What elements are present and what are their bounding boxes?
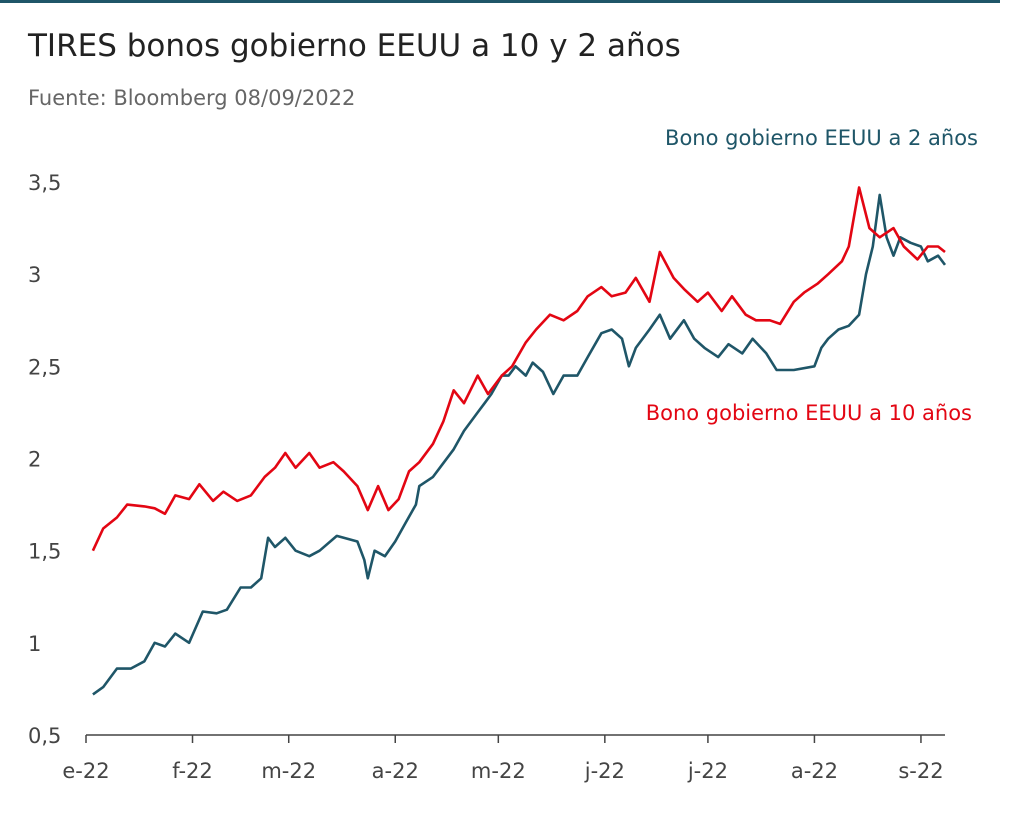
- y-axis: 0,5 1 1,5 2 2,5 3 3,5: [28, 171, 61, 748]
- series-labels: Bono gobierno EEUU a 2 años Bono gobierno…: [646, 126, 978, 425]
- x-tick-label: f-22: [172, 759, 213, 783]
- y-tick-label: 0,5: [28, 724, 61, 748]
- x-tick-label: m-22: [261, 759, 316, 783]
- x-tick-label: e-22: [62, 759, 109, 783]
- x-tick-label: a-22: [791, 759, 838, 783]
- y-tick-label: 1,5: [28, 540, 61, 564]
- x-axis: e-22 f-22 m-22 a-22 m-22 j-22 j-22 a-22 s-22: [62, 734, 945, 783]
- series-label-2y: Bono gobierno EEUU a 2 años: [665, 126, 978, 150]
- series-label-10y: Bono gobierno EEUU a 10 años: [646, 401, 972, 425]
- y-tick-label: 2,5: [28, 355, 61, 379]
- x-tick-label: m-22: [471, 759, 526, 783]
- x-tick-label: a-22: [372, 759, 419, 783]
- y-tick-label: 1: [28, 632, 41, 656]
- top-rule: [0, 0, 1000, 3]
- series-layer: [91, 186, 947, 696]
- y-tick-label: 3: [28, 263, 41, 287]
- series-2y-line: [92, 193, 947, 696]
- y-tick-label: 3,5: [28, 171, 61, 195]
- chart-title: TIRES bonos gobierno EEUU a 10 y 2 años: [28, 28, 681, 64]
- x-tick-label: j-22: [584, 759, 625, 783]
- x-tick-label: j-22: [687, 759, 728, 783]
- series-10y-line: [91, 186, 946, 552]
- y-tick-label: 2: [28, 448, 41, 472]
- chart-subtitle: Fuente: Bloomberg 08/09/2022: [28, 86, 356, 110]
- x-tick-label: s-22: [898, 759, 943, 783]
